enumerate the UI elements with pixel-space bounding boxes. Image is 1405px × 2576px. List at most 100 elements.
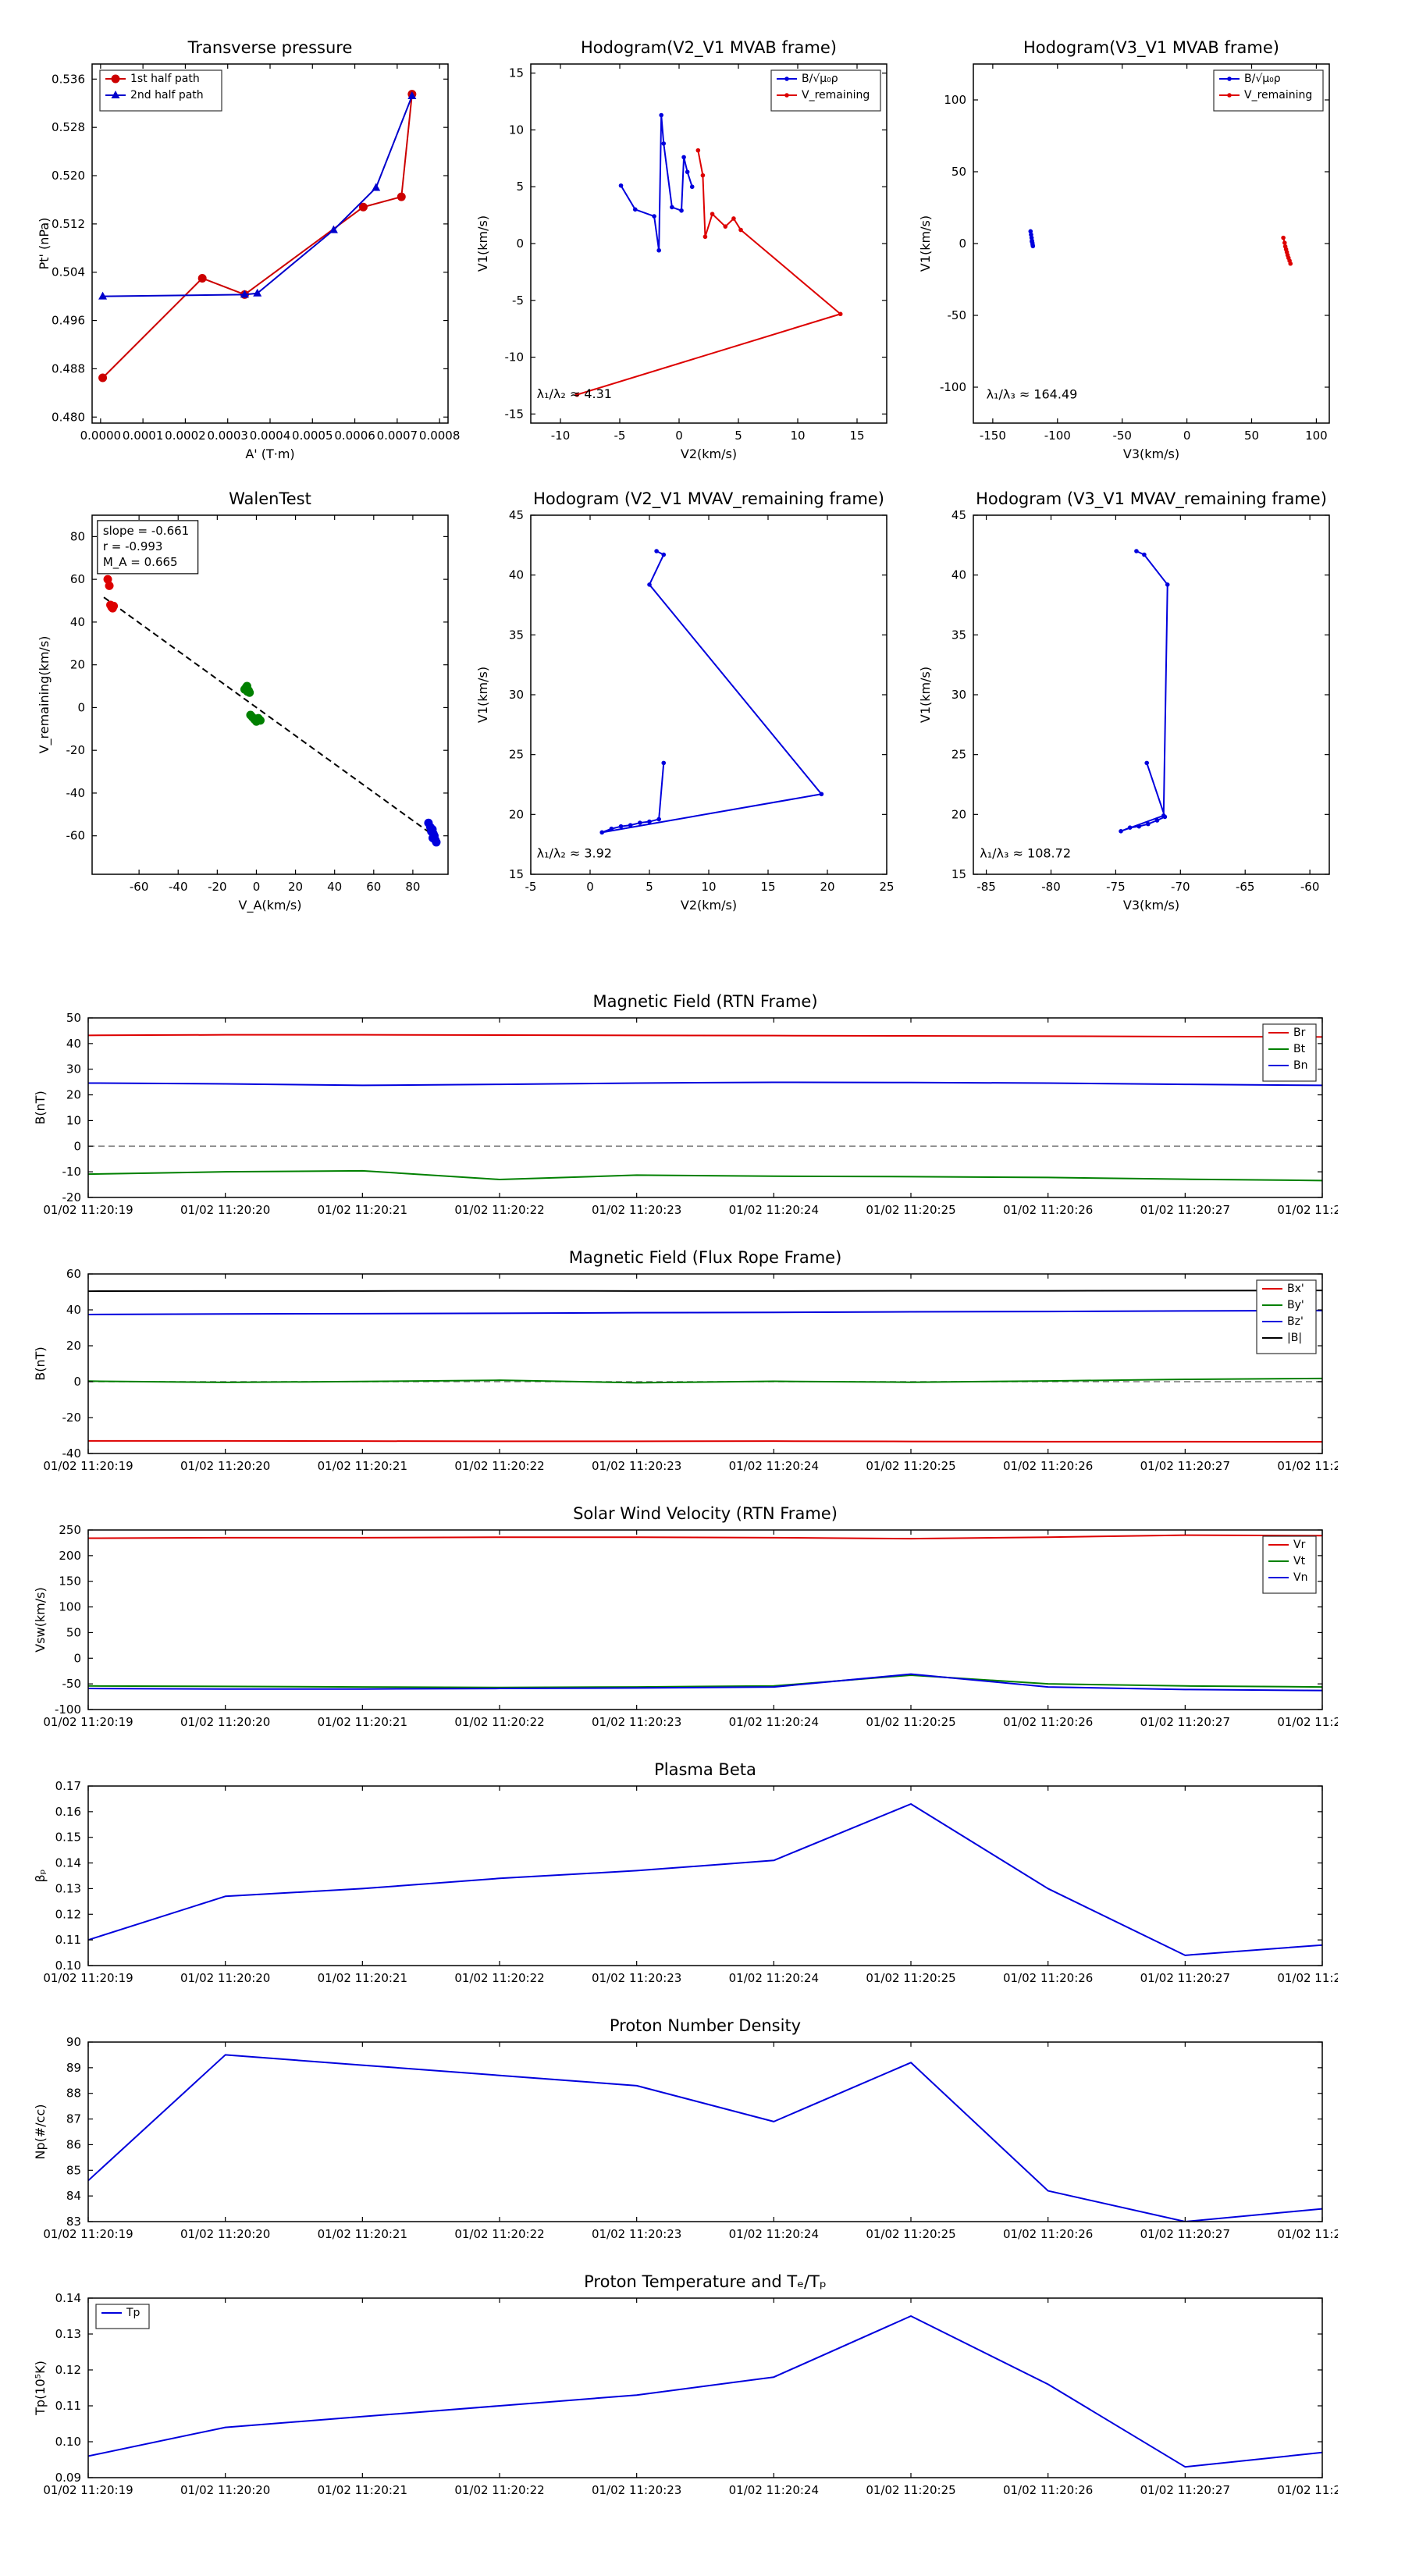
y-tick-label: 50 (951, 165, 966, 179)
svg-text:V_remaining: V_remaining (1244, 89, 1312, 101)
y-tick-label: 0.13 (55, 1881, 81, 1895)
x-tick-label: 01/02 11:20:28 (1277, 2483, 1338, 2497)
legend: B/√μ₀ρ V_remaining (1213, 69, 1324, 112)
plot-area (88, 1290, 1322, 1443)
y-tick-label: 20 (70, 658, 85, 672)
y-tick-label: 0 (73, 1139, 81, 1153)
x-tick-label: 01/02 11:20:25 (866, 1971, 955, 1985)
axes-frame (87, 2041, 1323, 2222)
x-tick-label: -85 (976, 880, 996, 894)
x-tick-label: -75 (1106, 880, 1126, 894)
solar-wind-velocity-panel: 01/02 11:20:19 01/02 11:20:20 01/02 11:20:… (30, 1497, 1368, 1747)
y-axis-label: B(nT) (33, 1091, 48, 1124)
b-fluxrope-svg: 01/02 11:20:19 01/02 11:20:20 01/02 11:20:… (33, 1248, 1368, 1473)
y-tick-label: 40 (951, 568, 966, 582)
series-Tp (88, 2315, 1322, 2468)
series-Bt (88, 1169, 1322, 1182)
x-tick-label: 01/02 11:20:20 (180, 2227, 270, 2241)
y-tick-label: 10 (509, 123, 524, 137)
series-Vt (88, 1674, 1322, 1688)
y-tick-label: 0.512 (52, 217, 85, 231)
plasma-beta-svg: 01/02 11:20:19 01/02 11:20:20 01/02 11:20:… (33, 1760, 1368, 1985)
x-tick-label: 01/02 11:20:27 (1140, 2483, 1230, 2497)
x-tick-label: 0.0005 (292, 429, 333, 443)
proton-temperature-panel: 01/02 11:20:19 01/02 11:20:20 01/02 11:20:… (30, 2265, 1368, 2515)
proton-temp-svg: 01/02 11:20:19 01/02 11:20:20 01/02 11:20:… (33, 2272, 1368, 2497)
x-tick-label: 01/02 11:20:25 (866, 1203, 955, 1217)
chart-title: Magnetic Field (RTN Frame) (592, 992, 817, 1011)
transverse-pressure-panel: 0.0000 0.0001 0.0002 0.0003 0.0004 0.0005 0.00… (30, 31, 461, 468)
x-tick-label: 01/02 11:20:24 (729, 1459, 819, 1473)
magnetic-field-rtn-panel: 01/02 11:20:19 01/02 11:20:20 01/02 11:20:… (30, 985, 1368, 1235)
svg-text:1st half path: 1st half path (130, 73, 200, 85)
y-tick-label: 0 (73, 1651, 81, 1665)
series-Vr (88, 1534, 1322, 1540)
y-tick-label: 45 (509, 508, 524, 522)
y-tick-label: 0.528 (52, 120, 85, 134)
x-tick-label: 0 (675, 429, 683, 443)
magnetic-field-fluxrope-panel: 01/02 11:20:19 01/02 11:20:20 01/02 11:20:… (30, 1241, 1368, 1491)
y-tick-label: 0.12 (55, 1907, 81, 1921)
y-tick-label: 40 (509, 568, 524, 582)
y-tick-label: 0.12 (55, 2363, 81, 2377)
x-tick-label: 10 (701, 880, 716, 894)
transverse-pressure-svg: 0.0000 0.0001 0.0002 0.0003 0.0004 0.0005 0.00… (37, 38, 461, 461)
svg-text:slope = -0.661: slope = -0.661 (103, 524, 189, 538)
x-tick-label: 01/02 11:20:22 (454, 1459, 544, 1473)
y-tick-label: 200 (59, 1549, 81, 1563)
y-tick-label: 15 (951, 867, 966, 881)
svg-text:λ₁/λ₂ ≈ 3.92: λ₁/λ₂ ≈ 3.92 (537, 846, 612, 861)
x-tick-label: 01/02 11:20:26 (1003, 1715, 1093, 1729)
annotation: λ₁/λ₃ ≈ 164.49 (987, 387, 1078, 402)
y-tick-label: 0 (959, 237, 966, 251)
b-rtn-svg: 01/02 11:20:19 01/02 11:20:20 01/02 11:20:… (33, 992, 1368, 1217)
chart-title: Magnetic Field (Flux Rope Frame) (569, 1248, 842, 1267)
x-tick-label: 01/02 11:20:19 (43, 1459, 133, 1473)
y-tick-label: 60 (70, 572, 85, 586)
x-tick-label: 01/02 11:20:27 (1140, 1459, 1230, 1473)
plot-area (1028, 229, 1293, 266)
y-tick-label: 100 (59, 1600, 81, 1614)
svg-text:V_remaining: V_remaining (802, 89, 870, 101)
x-tick-label: 01/02 11:20:23 (592, 1715, 681, 1729)
series-second-half-points (424, 818, 441, 847)
x-tick-label: -70 (1171, 880, 1190, 894)
plasma-beta-panel: 01/02 11:20:19 01/02 11:20:20 01/02 11:20:… (30, 1753, 1368, 2003)
x-tick-label: 0.0008 (419, 429, 461, 443)
x-tick-label: 0.0006 (334, 429, 375, 443)
x-tick-label: 01/02 11:20:26 (1003, 1459, 1093, 1473)
y-tick-label: 0.13 (55, 2327, 81, 2341)
series-fit-line (103, 596, 441, 841)
x-tick-label: 01/02 11:20:28 (1277, 1203, 1338, 1217)
y-tick-label: 0.10 (55, 2435, 81, 2449)
plot-area (88, 2315, 1322, 2468)
chart-title: Hodogram (V2_V1 MVAV_remaining frame) (533, 489, 884, 509)
x-tick-label: 0 (1183, 429, 1191, 443)
y-axis-label: Pt' (nPa) (37, 218, 52, 270)
x-tick-label: -150 (980, 429, 1006, 443)
x-tick-label: 0.0000 (80, 429, 122, 443)
chart-title: Hodogram(V2_V1 MVAB frame) (581, 38, 837, 58)
y-tick-label: -15 (505, 407, 525, 421)
x-tick-label: 01/02 11:20:24 (729, 1971, 819, 1985)
x-tick-label: 01/02 11:20:24 (729, 1715, 819, 1729)
y-tick-label: 0.09 (55, 2471, 81, 2485)
y-tick-label: -20 (62, 1190, 82, 1204)
y-axis-label: V1(km/s) (475, 667, 490, 723)
y-axis-label: Vsw(km/s) (33, 1587, 48, 1652)
x-tick-label: 01/02 11:20:23 (592, 1459, 681, 1473)
x-tick-label: 01/02 11:20:23 (592, 2483, 681, 2497)
hodogram-v3v1-mvav-panel: -85 -80 -75 -70 -65 -60 15 20 25 30 35 40 45 Hodogram… (911, 482, 1342, 920)
x-tick-label: 01/02 11:20:21 (318, 1971, 407, 1985)
x-axis-label: A' (T·m) (245, 447, 294, 461)
series-By- (88, 1377, 1322, 1384)
x-tick-label: -5 (614, 429, 626, 443)
y-tick-label: -100 (940, 380, 966, 394)
y-tick-label: 20 (66, 1088, 81, 1102)
y-tick-label: 0.496 (52, 314, 85, 328)
y-tick-label: 0.11 (55, 1933, 81, 1947)
y-tick-label: 15 (509, 867, 524, 881)
proton-density-svg: 01/02 11:20:19 01/02 11:20:20 01/02 11:20:… (33, 2016, 1368, 2241)
svg-text:B/√μ₀ρ: B/√μ₀ρ (1244, 73, 1281, 85)
